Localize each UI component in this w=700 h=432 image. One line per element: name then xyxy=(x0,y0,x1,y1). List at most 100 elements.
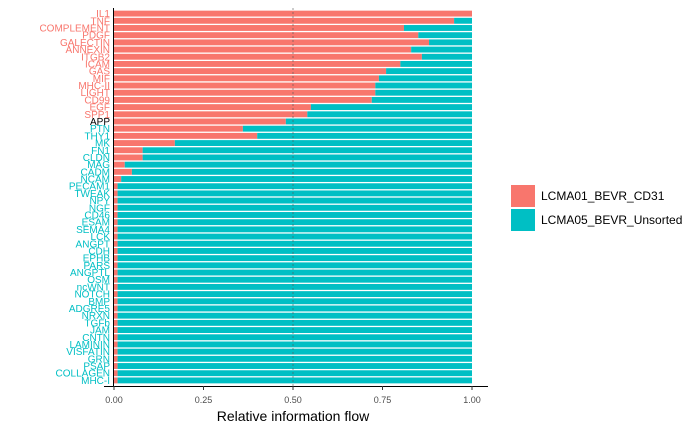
y-tick-label-sema4: SEMA4 xyxy=(76,225,110,236)
y-tick-label-ngf: NGF xyxy=(89,203,110,214)
bar-cd31-cldn xyxy=(114,154,143,161)
bar-unsorted-spp1 xyxy=(307,111,472,118)
x-tick-label: 0.00 xyxy=(105,395,123,405)
y-tick-label-bmp: BMP xyxy=(88,297,110,308)
bar-cd31-pdgf xyxy=(114,32,419,39)
bar-unsorted-ncwnt xyxy=(117,283,472,290)
bar-unsorted-notch xyxy=(117,291,472,298)
bar-cd31-mag xyxy=(114,161,125,168)
bar-unsorted-complement xyxy=(403,25,472,31)
bar-cd31-grn xyxy=(114,355,118,362)
bar-cd31-angpt xyxy=(114,240,118,247)
bar-unsorted-angptl xyxy=(117,269,472,276)
bar-unsorted-mhc-i xyxy=(117,377,472,384)
y-tick-label-pdgf: PDGF xyxy=(82,31,110,42)
bar-unsorted-light xyxy=(375,89,472,96)
bar-unsorted-app xyxy=(285,118,472,125)
bar-cd31-mk xyxy=(114,140,175,147)
bar-cd31-nrxn xyxy=(114,312,118,319)
bar-unsorted-osm xyxy=(117,276,472,283)
y-tick-label-laminin: LAMININ xyxy=(69,340,110,351)
bar-unsorted-tweak xyxy=(117,190,472,197)
bar-unsorted-sema4 xyxy=(117,226,472,233)
y-tick-label-cadm: CADM xyxy=(81,167,110,178)
y-tick-label-cd99: CD99 xyxy=(84,95,110,106)
bar-cd31-gas xyxy=(114,68,387,75)
bar-cd31-app xyxy=(114,118,286,125)
bar-cd31-tnf xyxy=(114,17,455,24)
bar-unsorted-mif xyxy=(378,75,472,82)
y-tick-label-pecam1: PECAM1 xyxy=(69,182,111,193)
bar-unsorted-galectin xyxy=(429,39,472,46)
bar-unsorted-ptn xyxy=(242,125,472,132)
bar-unsorted-mk xyxy=(174,140,473,147)
legend-key-unsorted xyxy=(511,209,535,231)
x-tick-group: 0.00 0.25 0.50 0.75 1.00 xyxy=(105,386,481,405)
y-tick-label-annexin: ANNEXIN xyxy=(66,45,110,56)
bar-unsorted-bmp xyxy=(117,298,472,305)
legend-label-cd31: LCMA01_BEVR_CD31 xyxy=(541,189,665,203)
bar-cd31-ptn xyxy=(114,125,243,132)
bar-unsorted-mag xyxy=(124,161,473,168)
y-tick-label-mhc-ii: MHC-II xyxy=(78,81,110,92)
bar-unsorted-icam xyxy=(400,60,472,67)
y-tick-label-angptl: ANGPTL xyxy=(70,268,110,279)
bar-cd31-pecam1 xyxy=(114,183,118,190)
bar-cd31-lck xyxy=(114,233,118,240)
bars-layer xyxy=(114,10,473,384)
bar-unsorted-thy1 xyxy=(257,132,472,139)
y-tick-label-osm: OSM xyxy=(87,275,110,286)
bar-unsorted-gas xyxy=(386,68,472,75)
bar-cd31-bmp xyxy=(114,298,118,305)
bar-cd31-mhc-i xyxy=(114,377,118,384)
bar-cd31-fn1 xyxy=(114,147,143,154)
bar-unsorted-itgb2 xyxy=(421,53,472,60)
bar-unsorted-pars xyxy=(117,262,472,269)
bar-unsorted-collagen xyxy=(117,370,472,377)
y-tick-label-grn: GRN xyxy=(88,354,110,365)
bar-unsorted-pecam1 xyxy=(117,183,472,190)
y-tick-label-ephb: EPHB xyxy=(83,254,111,265)
y-tick-label-galectin: GALECTIN xyxy=(60,38,110,49)
y-tick-label-ncam: NCAM xyxy=(81,175,110,186)
bar-cd31-collagen xyxy=(114,370,118,377)
bar-cd31-complement xyxy=(114,25,404,31)
x-axis-label: Relative information flow xyxy=(217,408,370,424)
bar-unsorted-cntn xyxy=(117,334,472,341)
bar-unsorted-annexin xyxy=(411,46,472,53)
y-tick-label-app: APP xyxy=(90,117,110,128)
bar-cd31-cadm xyxy=(114,168,132,175)
y-tick-label-il1: IL1 xyxy=(96,9,110,20)
bar-unsorted-tgfb xyxy=(117,319,472,326)
bar-unsorted-lck xyxy=(117,233,472,240)
bar-cd31-pars xyxy=(114,262,118,269)
bar-cd31-cd99 xyxy=(114,96,372,103)
y-tick-label-psap: PSAP xyxy=(83,362,110,373)
y-tick-label-cntn: CNTN xyxy=(82,333,110,344)
bar-cd31-egf xyxy=(114,104,311,111)
bar-unsorted-psap xyxy=(117,363,472,369)
y-tick-label-complement: COMPLEMENT xyxy=(39,23,110,34)
bar-unsorted-cd46 xyxy=(117,212,472,218)
bar-cd31-mhc-ii xyxy=(114,82,376,89)
bar-unsorted-tnf xyxy=(454,17,472,24)
bar-cd31-ncwnt xyxy=(114,283,118,290)
legend-label-unsorted: LCMA05_BEVR_Unsorted xyxy=(541,213,682,227)
bar-unsorted-cadm xyxy=(131,168,472,175)
bar-unsorted-grn xyxy=(117,355,472,362)
y-tick-label-npy: NPY xyxy=(89,196,110,207)
bar-cd31-ephb xyxy=(114,255,118,262)
bar-unsorted-cldn xyxy=(142,154,472,161)
bar-unsorted-ngf xyxy=(117,204,472,211)
y-tick-label-jam: JAM xyxy=(90,326,110,337)
y-tick-label-visfatin: VISFATIN xyxy=(66,347,110,358)
bar-cd31-spp1 xyxy=(114,111,308,118)
y-tick-label-pars: PARS xyxy=(84,261,111,272)
y-tick-label-adgre5: ADGRE5 xyxy=(69,304,111,315)
y-tick-label-mhc-i: MHC-I xyxy=(81,376,110,387)
x-tick-label: 0.75 xyxy=(374,395,392,405)
bar-cd31-itgb2 xyxy=(114,53,422,60)
y-tick-label-tgfb: TGFb xyxy=(84,318,110,329)
bar-unsorted-cd99 xyxy=(371,96,472,103)
